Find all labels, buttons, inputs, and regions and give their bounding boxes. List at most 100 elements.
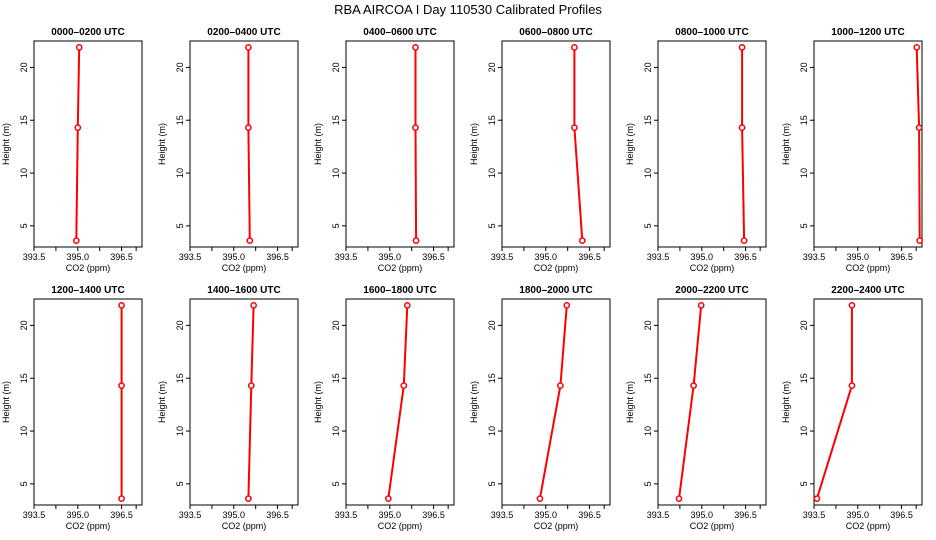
data-point bbox=[913, 43, 921, 51]
profile-line bbox=[678, 305, 703, 499]
x-tick-label: 395.0 bbox=[535, 252, 558, 262]
x-axis-label: CO2 (ppm) bbox=[846, 521, 891, 531]
data-point bbox=[74, 124, 82, 131]
data-point bbox=[738, 43, 746, 51]
y-tick-label: 20 bbox=[19, 62, 29, 72]
panel-title: 2200–2400 UTC bbox=[831, 285, 904, 296]
x-axis-label: CO2 (ppm) bbox=[846, 263, 891, 273]
y-tick-label: 20 bbox=[799, 62, 809, 72]
y-tick-label: 10 bbox=[487, 168, 497, 178]
y-tick-label: 10 bbox=[799, 426, 809, 436]
data-point bbox=[245, 124, 252, 131]
data-point bbox=[578, 237, 586, 245]
y-tick-label: 5 bbox=[487, 223, 497, 228]
x-tick-label: 396.5 bbox=[734, 252, 757, 262]
x-tick-label: 395.0 bbox=[535, 510, 558, 520]
x-tick-label: 393.5 bbox=[179, 510, 202, 520]
x-axis-label: CO2 (ppm) bbox=[534, 521, 579, 531]
y-tick-label: 5 bbox=[643, 481, 653, 486]
x-tick-label: 395.0 bbox=[847, 510, 870, 520]
y-tick-label: 15 bbox=[487, 115, 497, 125]
panel-title: 1400–1600 UTC bbox=[207, 285, 280, 296]
y-tick-label: 15 bbox=[331, 373, 341, 383]
profile-panel: 1600–1800 UTC 393.5 395.0 396.5 5 10 15 20 CO2 (… bbox=[313, 285, 455, 531]
y-axis-label: Height (m) bbox=[313, 381, 323, 423]
data-point bbox=[740, 237, 748, 245]
y-tick-label: 5 bbox=[799, 481, 809, 486]
plot-frame bbox=[345, 298, 455, 506]
y-tick-label: 5 bbox=[175, 223, 185, 228]
plot-frame bbox=[345, 40, 455, 248]
x-tick-label: 393.5 bbox=[647, 510, 670, 520]
profile-line bbox=[247, 305, 255, 499]
panel-title: 1000–1200 UTC bbox=[831, 27, 904, 38]
y-tick-label: 5 bbox=[331, 481, 341, 486]
profile-line bbox=[414, 47, 418, 241]
x-tick-label: 393.5 bbox=[803, 510, 826, 520]
plot-frame bbox=[189, 40, 299, 248]
x-tick-label: 395.0 bbox=[691, 252, 714, 262]
panel-title: 0400–0600 UTC bbox=[363, 27, 436, 38]
data-point bbox=[75, 43, 83, 51]
profile-panel: 2000–2200 UTC 393.5 395.0 396.5 5 10 15 20 CO2 (… bbox=[625, 285, 767, 531]
x-tick-label: 395.0 bbox=[67, 252, 90, 262]
data-point bbox=[245, 43, 252, 51]
y-axis-label: Height (m) bbox=[157, 381, 167, 423]
y-tick-label: 20 bbox=[19, 320, 29, 330]
data-point bbox=[848, 382, 856, 389]
data-point bbox=[813, 495, 821, 503]
data-point bbox=[563, 301, 571, 309]
data-point bbox=[690, 382, 697, 389]
x-axis-label: CO2 (ppm) bbox=[378, 263, 423, 273]
x-tick-label: 396.5 bbox=[422, 252, 445, 262]
y-tick-label: 10 bbox=[331, 168, 341, 178]
data-point bbox=[915, 124, 923, 131]
x-tick-label: 395.0 bbox=[379, 252, 402, 262]
y-tick-label: 20 bbox=[331, 320, 341, 330]
data-point bbox=[916, 237, 924, 245]
data-point bbox=[118, 495, 125, 503]
x-tick-label: 395.0 bbox=[847, 252, 870, 262]
x-axis-label: CO2 (ppm) bbox=[534, 263, 579, 273]
x-tick-label: 393.5 bbox=[179, 252, 202, 262]
y-tick-label: 15 bbox=[19, 115, 29, 125]
x-tick-label: 393.5 bbox=[491, 510, 514, 520]
x-tick-label: 396.5 bbox=[734, 510, 757, 520]
y-axis-label: Height (m) bbox=[313, 123, 323, 165]
y-tick-label: 15 bbox=[331, 115, 341, 125]
y-tick-label: 5 bbox=[487, 481, 497, 486]
profile-panel: 0800–1000 UTC 393.5 395.0 396.5 5 10 15 20 CO2 (… bbox=[625, 27, 767, 273]
profile-panel: 0200–0400 UTC 393.5 395.0 396.5 5 10 15 20 CO2 (… bbox=[157, 27, 299, 273]
x-tick-label: 396.5 bbox=[578, 252, 601, 262]
plot-frame bbox=[189, 298, 299, 506]
panel-title: 1800–2000 UTC bbox=[519, 285, 592, 296]
data-point bbox=[697, 301, 705, 309]
y-tick-label: 10 bbox=[487, 426, 497, 436]
x-tick-label: 395.0 bbox=[379, 510, 402, 520]
profile-panel: 1000–1200 UTC 393.5 395.0 396.5 5 10 15 20 CO2 (… bbox=[781, 27, 924, 273]
data-point bbox=[412, 124, 419, 131]
profile-panel: 0000–0200 UTC 393.5 395.0 396.5 5 10 15 20 CO2 (… bbox=[1, 27, 143, 273]
x-tick-label: 395.0 bbox=[223, 252, 246, 262]
x-tick-label: 393.5 bbox=[647, 252, 670, 262]
y-axis-label: Height (m) bbox=[1, 123, 11, 165]
data-point bbox=[571, 43, 578, 51]
y-axis-label: Height (m) bbox=[469, 381, 479, 423]
y-axis-label: Height (m) bbox=[469, 123, 479, 165]
x-tick-label: 396.5 bbox=[422, 510, 445, 520]
y-tick-label: 10 bbox=[19, 426, 29, 436]
panel-title: 2000–2200 UTC bbox=[675, 285, 748, 296]
y-tick-label: 15 bbox=[19, 373, 29, 383]
data-point bbox=[403, 301, 411, 309]
y-axis-label: Height (m) bbox=[157, 123, 167, 165]
y-tick-label: 15 bbox=[799, 373, 809, 383]
x-tick-label: 396.5 bbox=[890, 252, 913, 262]
y-tick-label: 5 bbox=[331, 223, 341, 228]
y-tick-label: 10 bbox=[643, 426, 653, 436]
y-tick-label: 10 bbox=[175, 426, 185, 436]
plot-frame bbox=[501, 298, 611, 506]
y-tick-label: 20 bbox=[487, 320, 497, 330]
figure-title: RBA AIRCOA I Day 110530 Calibrated Profi… bbox=[334, 2, 602, 17]
profile-panel: 1200–1400 UTC 393.5 395.0 396.5 5 10 15 20 CO2 (… bbox=[1, 285, 143, 531]
y-tick-label: 15 bbox=[487, 373, 497, 383]
